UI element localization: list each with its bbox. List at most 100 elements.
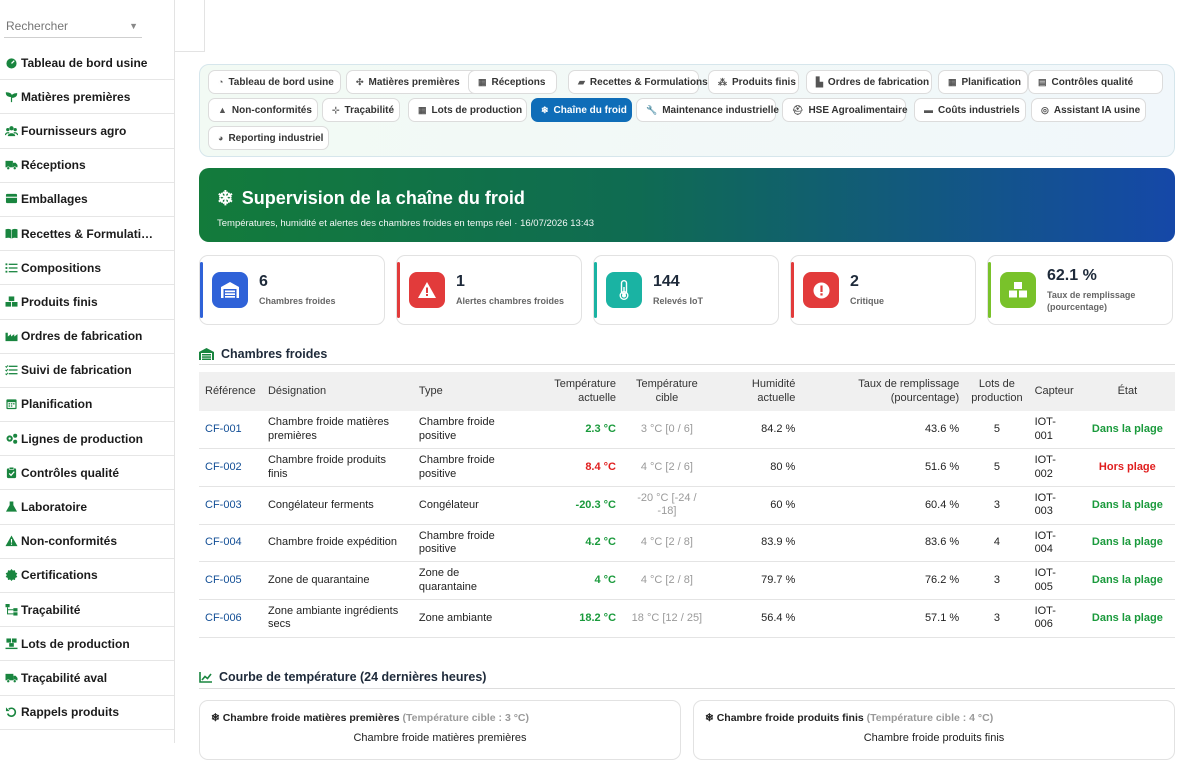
tab-dashboard[interactable]: ◔ Tableau de bord usine <box>208 70 341 94</box>
table-row[interactable]: CF-006 Zone ambiante ingrédients secs Zone… <box>199 599 1175 638</box>
sidebar-item-book[interactable]: Recettes & Formulati… <box>0 217 174 252</box>
sidebar-item-label: Fournisseurs agro <box>21 123 127 138</box>
tab-boxes[interactable]: ⁂ Produits finis <box>708 70 799 94</box>
cell-type: Chambre froide positive <box>412 411 523 450</box>
kpi-card: 1 Alertes chambres froides <box>396 255 582 325</box>
column-header[interactable]: Taux de remplissage (pourcentage) <box>801 372 966 411</box>
sidebar-item-clipboard-check[interactable]: Contrôles qualité <box>0 456 174 491</box>
column-header[interactable]: Capteur <box>1028 372 1080 411</box>
kpi-accent-bar <box>397 262 400 318</box>
top-toggle-area[interactable] <box>175 0 205 52</box>
sidebar-item-box[interactable]: Emballages <box>0 183 174 217</box>
sidebar-item-dashboard[interactable]: Tableau de bord usine <box>0 46 174 81</box>
sidebar-item-label: Planification <box>21 397 93 412</box>
tab-truck[interactable]: ▦ Réceptions <box>468 70 557 94</box>
sidebar-item-label: Compositions <box>21 260 101 275</box>
sidebar-item-boxes[interactable]: Produits finis <box>0 285 174 320</box>
tab-industry[interactable]: ▙ Ordres de fabrication <box>806 70 932 94</box>
sidebar-item-warning[interactable]: Non-conformités <box>0 525 174 559</box>
cell-type: Congélateur <box>412 486 523 525</box>
search-select[interactable]: ▼ <box>4 14 142 38</box>
sidebar-item-seedling[interactable]: Matières premières <box>0 80 174 115</box>
cell-ref[interactable]: CF-001 <box>199 411 262 450</box>
page-subtitle: Températures, humidité et alertes des ch… <box>217 218 595 229</box>
cell-ref[interactable]: CF-004 <box>199 524 262 563</box>
kpi-accent-bar <box>594 262 597 318</box>
sidebar-item-flask[interactable]: Laboratoire <box>0 490 174 525</box>
warehouse-icon <box>212 272 248 308</box>
kpi-label: Chambres froides <box>259 295 336 306</box>
table-row[interactable]: CF-004 Chambre froide expédition Chambre f… <box>199 524 1175 563</box>
cell-ref[interactable]: CF-005 <box>199 561 262 600</box>
tab-label: Traçabilité <box>344 104 395 116</box>
sidebar-item-users[interactable]: Fournisseurs agro <box>0 114 174 149</box>
temperature-curve-card: ❄ Chambre froide produits finis (Tempéra… <box>693 700 1175 760</box>
column-header[interactable]: Désignation <box>261 372 413 411</box>
cell-ref[interactable]: CF-003 <box>199 486 262 525</box>
cell-target: 4 °C [2 / 6] <box>622 448 712 487</box>
tab-wrench[interactable]: 🔧 Maintenance industrielle <box>636 98 779 122</box>
sidebar-item-cogs[interactable]: Lignes de production <box>0 422 174 457</box>
sidebar-item-list-check[interactable]: Suivi de fabrication <box>0 354 174 388</box>
table-row[interactable]: CF-005 Zone de quarantaine Zone de quarant… <box>199 561 1175 600</box>
tab-calendar[interactable]: ▦ Planification <box>938 70 1028 94</box>
cell-designation: Chambre froide produits finis <box>261 448 413 487</box>
tab-pallet[interactable]: ▦ Lots de production <box>408 98 527 122</box>
sidebar-item-truck[interactable]: Réceptions <box>0 149 174 183</box>
table-row[interactable]: CF-003 Congélateur ferments Congélateur -20… <box>199 486 1175 525</box>
tab-money[interactable]: ▬ Coûts industriels <box>914 98 1026 122</box>
column-header[interactable]: Référence <box>199 372 262 411</box>
cell-ref[interactable]: CF-006 <box>199 599 262 638</box>
tab-label: Non-conformités <box>231 104 312 116</box>
hero-banner: ❄ Supervision de la chaîne du froid Tempé… <box>199 168 1175 242</box>
cogs-icon <box>6 433 18 444</box>
column-header[interactable]: Température actuelle <box>522 372 623 411</box>
chart-title: Chambre froide matières premières <box>353 732 527 744</box>
chart-pie-icon: ◕ <box>218 133 224 143</box>
sidebar-item-sitemap[interactable]: Traçabilité <box>0 593 174 628</box>
tab-snowflake[interactable]: ❄ Chaîne du froid <box>531 98 632 122</box>
cell-temp: 4 °C <box>522 561 623 600</box>
table-row[interactable]: CF-002 Chambre froide produits finis Chamb… <box>199 448 1175 487</box>
tab-helmet[interactable]: ⛑ HSE Agroalimentaire <box>782 98 908 122</box>
sidebar-item-undo[interactable]: Rappels produits <box>0 696 174 730</box>
alert-circle-icon <box>803 272 839 308</box>
table-row[interactable]: CF-001 Chambre froide matières premières C… <box>199 411 1175 450</box>
cell-sensor: IOT-001 <box>1028 411 1080 450</box>
tab-label: Recettes & Formulations <box>589 76 708 88</box>
warning-icon: ▲ <box>218 105 227 115</box>
truck-icon: ▦ <box>478 76 487 87</box>
sidebar-item-pallet[interactable]: Lots de production <box>0 627 174 662</box>
sidebar-item-shipping[interactable]: Traçabilité aval <box>0 661 174 696</box>
cell-lots: 3 <box>965 561 1029 600</box>
tab-book[interactable]: ▰ Recettes & Formulations <box>568 70 708 94</box>
kpi-value: 6 <box>259 272 268 290</box>
sidebar-item-industry[interactable]: Ordres de fabrication <box>0 320 174 354</box>
tab-chart-pie[interactable]: ◕ Reporting industriel <box>208 126 329 150</box>
column-header[interactable]: État <box>1079 372 1175 411</box>
column-header[interactable]: Humidité actuelle <box>711 372 802 411</box>
tab-robot[interactable]: ◎ Assistant IA usine <box>1031 98 1146 122</box>
tab-sitemap[interactable]: ⊹ Traçabilité <box>322 98 400 122</box>
cell-state: Hors plage <box>1079 448 1175 487</box>
cell-ref[interactable]: CF-002 <box>199 448 262 487</box>
tab-warning[interactable]: ▲ Non-conformités <box>208 98 318 122</box>
cell-target: 4 °C [2 / 8] <box>622 561 712 600</box>
cell-type: Zone ambiante <box>412 599 523 638</box>
table-header-row: Référence Désignation Type Température actu… <box>199 372 1175 411</box>
column-header[interactable]: Lots de production <box>965 372 1029 411</box>
cell-fill: 51.6 % <box>801 448 966 487</box>
tab-clipboard-check[interactable]: ▤ Contrôles qualité <box>1028 70 1163 94</box>
column-header[interactable]: Température cible <box>622 372 712 411</box>
chevron-down-icon[interactable]: ▼ <box>129 21 138 31</box>
sidebar-item-calendar[interactable]: Planification <box>0 388 174 423</box>
boxes-icon: ⁂ <box>718 76 727 87</box>
sidebar-item-label: Réceptions <box>21 158 86 173</box>
sidebar-item-list[interactable]: Compositions <box>0 251 174 286</box>
sidebar-item-certificate[interactable]: Certifications <box>0 559 174 593</box>
warning-icon <box>5 535 18 547</box>
column-header[interactable]: Type <box>412 372 523 411</box>
search-input[interactable] <box>4 14 124 38</box>
cell-target: 4 °C [2 / 8] <box>622 524 712 563</box>
card-title: ❄ Chambre froide produits finis (Tempéra… <box>705 712 1163 724</box>
